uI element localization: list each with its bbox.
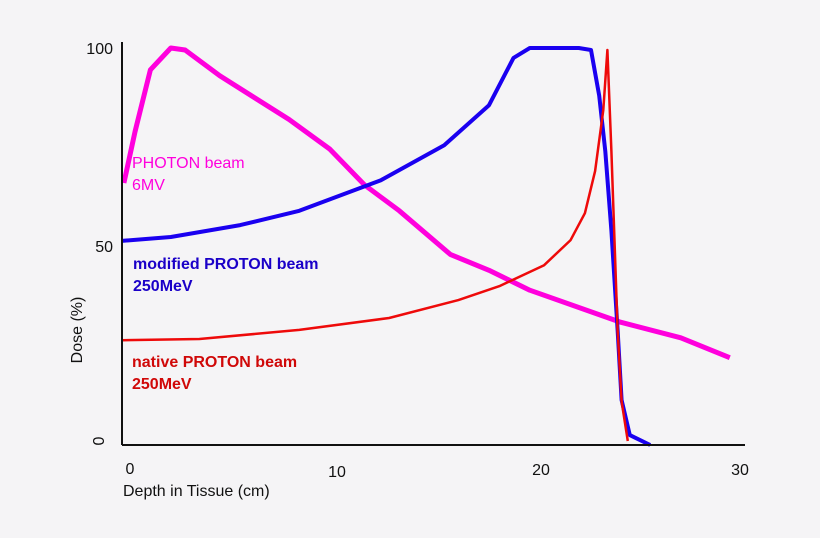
y-tick-0: 0 — [91, 436, 108, 445]
x-tick-30: 30 — [731, 462, 749, 479]
y-tick-50: 50 — [95, 239, 113, 256]
modified-proton-sublabel: 250MeV — [133, 278, 193, 295]
photon-beam-line — [121, 45, 731, 361]
y-axis-label: Dose (%) — [69, 297, 86, 364]
photon-label: PHOTON beam — [132, 155, 245, 172]
y-tick-100: 100 — [86, 41, 113, 58]
modified-proton-label: modified PROTON beam — [133, 256, 319, 273]
x-tick-20: 20 — [532, 462, 550, 479]
modified-proton-beam-line — [121, 46, 652, 447]
photon-sublabel: 6MV — [132, 177, 165, 194]
native-proton-label: native PROTON beam — [132, 354, 297, 371]
x-tick-10: 10 — [328, 464, 346, 481]
x-axis-label: Depth in Tissue (cm) — [123, 483, 270, 500]
native-proton-beam-line — [121, 48, 630, 442]
x-tick-0: 0 — [126, 461, 135, 478]
native-proton-sublabel: 250MeV — [132, 376, 192, 393]
